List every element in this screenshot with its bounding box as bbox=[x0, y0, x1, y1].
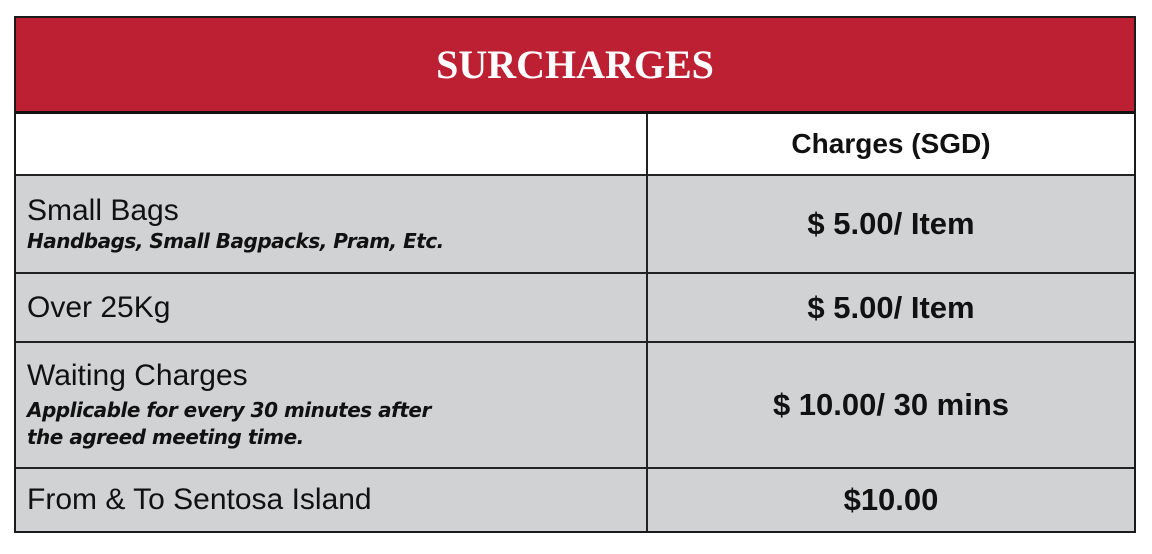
item-charge: $ 5.00/ Item bbox=[807, 206, 975, 241]
item-charge: $ 10.00/ 30 mins bbox=[772, 387, 1010, 422]
item-name: Over 25Kg bbox=[27, 290, 171, 324]
table-title: SURCHARGES bbox=[16, 18, 1134, 114]
header-item bbox=[16, 114, 648, 174]
header-charges: Charges (SGD) bbox=[791, 128, 991, 159]
table-row: Waiting Charges Applicable for every 30 m… bbox=[16, 343, 1134, 469]
item-name: Small Bags bbox=[27, 193, 179, 227]
table-row: Over 25Kg $ 5.00/ Item bbox=[16, 274, 1134, 343]
table-row: Small Bags Handbags, Small Bagpacks, Pram… bbox=[16, 176, 1134, 274]
item-charge: $10.00 bbox=[843, 482, 939, 517]
item-name: From & To Sentosa Island bbox=[27, 483, 372, 516]
item-charge: $ 5.00/ Item bbox=[807, 289, 975, 325]
item-note: the agreed meeting time. bbox=[27, 425, 304, 449]
surcharges-table: SURCHARGES Charges (SGD) Small Bags Handb… bbox=[14, 16, 1136, 533]
item-note: Applicable for every 30 minutes after bbox=[27, 398, 431, 422]
item-note: Handbags, Small Bagpacks, Pram, Etc. bbox=[27, 228, 444, 253]
header-row: Charges (SGD) bbox=[16, 114, 1134, 176]
item-name: Waiting Charges bbox=[27, 359, 248, 392]
table-row: From & To Sentosa Island $10.00 bbox=[16, 469, 1134, 531]
